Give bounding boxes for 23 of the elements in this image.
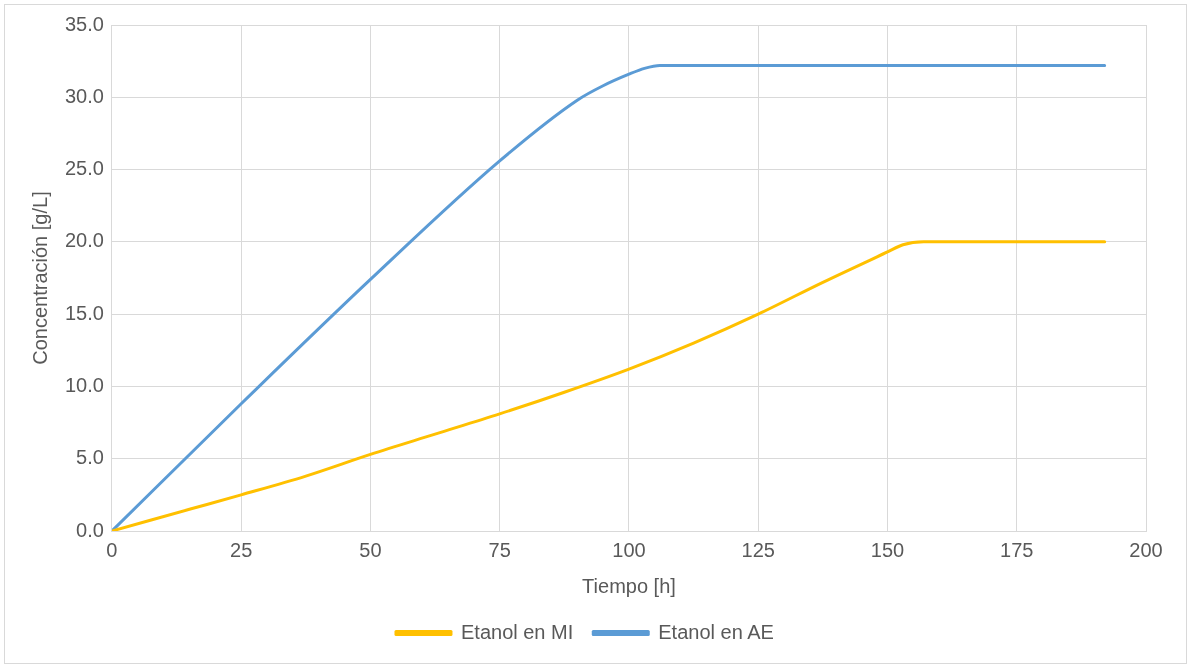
- x-tick-label: 125: [741, 538, 775, 561]
- y-tick-label: 20.0: [64, 229, 104, 252]
- y-tick-label: 25.0: [64, 157, 104, 180]
- x-tick-label: 0: [106, 538, 118, 561]
- x-tick-label: 150: [870, 538, 905, 561]
- x-axis-title: Tiempo [h]: [582, 574, 676, 597]
- line-series: [111, 63, 1107, 531]
- y-axis-title: Concentración [g/L]: [28, 191, 51, 365]
- x-tick-label: 75: [488, 538, 511, 561]
- x-tick-label: 25: [230, 538, 253, 561]
- y-tick-label: 10.0: [64, 373, 104, 396]
- legend-label: Etanol en MI: [460, 620, 574, 643]
- y-tick-label: 35.0: [64, 12, 104, 35]
- y-tick-label: 15.0: [64, 301, 104, 324]
- x-tick-label: 100: [612, 538, 646, 561]
- y-tick-label: 30.0: [64, 84, 104, 107]
- y-tick-label: 0.0: [76, 518, 104, 541]
- x-tick-label: 50: [359, 538, 382, 561]
- x-tick-label: 200: [1129, 538, 1163, 561]
- line-series: [111, 240, 1107, 531]
- legend-label: Etanol en AE: [658, 620, 774, 643]
- x-tick-label: 175: [1000, 538, 1034, 561]
- y-tick-label: 5.0: [76, 446, 104, 469]
